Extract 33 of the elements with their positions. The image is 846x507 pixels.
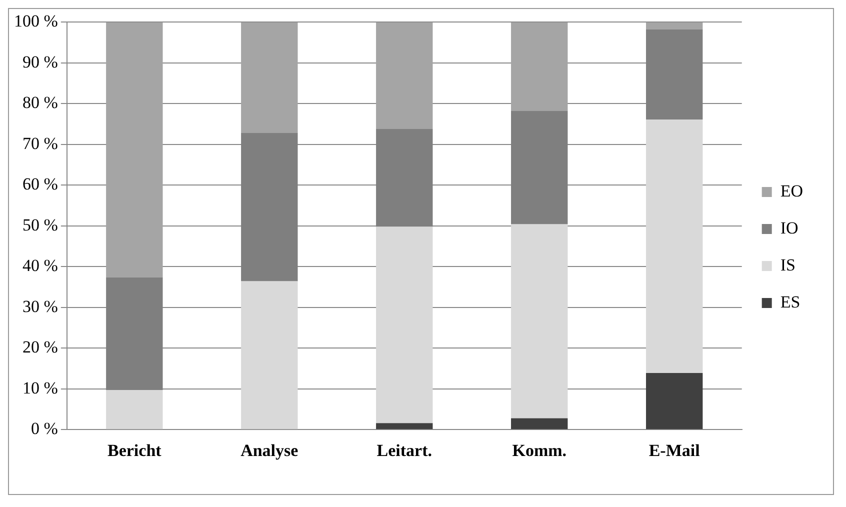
y-tick-label: 90 % [22,52,58,72]
legend-label: EO [780,181,804,200]
bar [376,226,433,424]
legend-label: IS [780,255,796,274]
y-tick-label: 30 % [22,296,58,316]
bar [511,224,568,418]
bar [646,22,703,30]
legend-label: IO [780,218,798,238]
x-tick-label: Komm. [512,441,567,460]
y-tick-label: 50 % [22,215,58,234]
bar [511,418,568,430]
y-tick-label: 80 % [22,93,58,112]
x-tick-label: E-Mail [648,441,700,460]
bar [376,22,433,129]
x-tick-label: Leitart. [376,441,432,460]
y-tick-label: 20 % [22,338,58,357]
y-tick-label: 40 % [22,256,58,276]
y-tick-label: 100 % [14,12,58,31]
bar [646,372,703,430]
legend-label: ES [780,292,800,312]
y-tick-label: 60 % [22,174,58,194]
y-tick-label: 10 % [22,378,58,398]
y-tick-label: 70 % [22,134,58,153]
bar [106,390,163,430]
x-tick-label: Analyse [240,441,299,460]
bar [106,22,163,278]
bar [376,423,433,430]
x-tick-label: Bericht [107,441,162,460]
bar [646,120,703,373]
bar [241,281,298,430]
bar [511,22,568,112]
bar [241,22,298,134]
y-tick-label: 0 % [30,419,58,438]
